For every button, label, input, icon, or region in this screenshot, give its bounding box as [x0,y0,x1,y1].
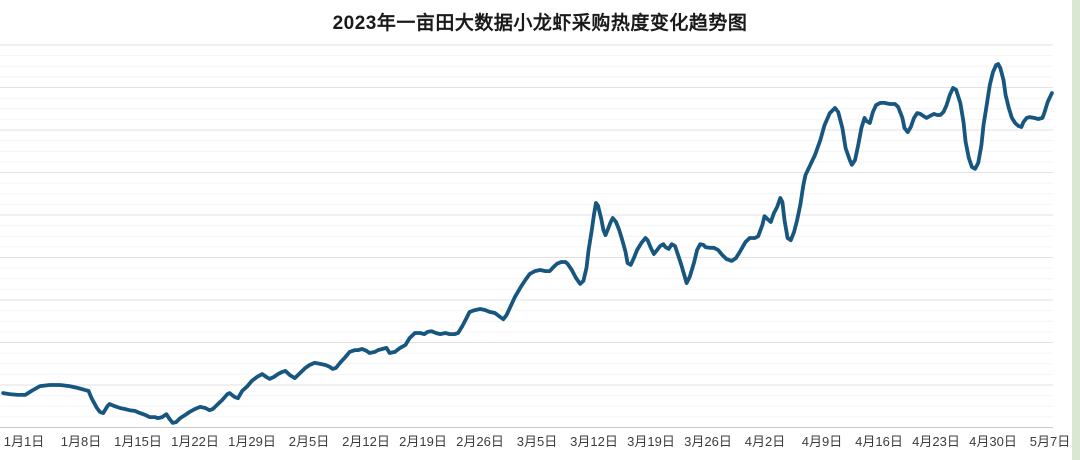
chart-title: 2023年一亩田大数据小龙虾采购热度变化趋势图 [332,13,748,34]
green-edge-strip [1072,0,1080,460]
trend-line [1,62,1054,425]
